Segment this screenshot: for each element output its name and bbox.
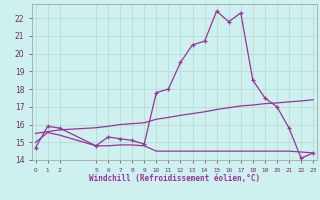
X-axis label: Windchill (Refroidissement éolien,°C): Windchill (Refroidissement éolien,°C) [89,174,260,183]
